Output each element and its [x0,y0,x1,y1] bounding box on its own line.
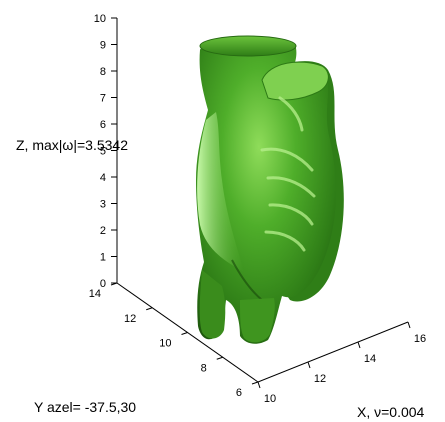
y-tick-mark [181,332,188,335]
x-tick-label: 10 [264,393,276,405]
x-tick-label: 12 [314,373,326,385]
x-tick-mark [307,361,311,369]
z-tick-label: 10 [94,13,106,25]
y-tick-label: 8 [201,362,207,374]
z-tick-label: 1 [100,252,106,264]
y-tick-mark [251,381,259,385]
y-tick-mark [216,356,223,360]
isosurface-ridges [260,96,316,252]
y-tick-label: 14 [89,288,101,300]
y-tick-label: 10 [159,338,171,350]
isosurface-crease [231,259,263,301]
z-tick-label: 2 [100,225,106,237]
isosurface-left-highlight [197,112,244,272]
z-tick-label: 3 [100,199,106,211]
z-tick-label: 9 [100,40,106,52]
x-axis-label: X, ν=0.004 [357,404,425,420]
z-axis-ticks: 0 1 2 3 4 5 6 7 8 9 10 [94,13,117,290]
y-tick-label: 6 [236,387,242,399]
y-axis-label: Y azel= -37.5,30 [34,399,136,415]
isosurface-top-opening [199,35,297,57]
x-tick-mark [407,321,411,329]
z-tick-label: 0 [100,278,106,290]
z-tick-label: 4 [100,172,106,184]
y-tick-mark [110,282,118,286]
z-tick-label: 7 [100,93,106,105]
z-tick-label: 8 [100,66,106,78]
y-axis-ticks: 6 8 10 12 14 [89,282,259,399]
x-tick-label: 14 [364,353,376,365]
y-tick-mark [146,307,153,311]
x-axis-ticks: 10 12 14 16 [257,321,426,405]
x-tick-mark [357,341,361,349]
isosurface-right-leg [240,298,275,343]
z-tick-label: 6 [100,119,106,131]
isosurface-top-flap [261,61,329,101]
x-axis-line [257,321,409,383]
x-tick-mark [257,381,261,389]
z-tick-label: 5 [100,146,106,158]
x-tick-label: 16 [414,333,426,345]
isosurface [196,35,344,344]
y-tick-label: 12 [124,313,136,325]
z-axis-label: Z, max|ω|=3.5342 [16,137,128,153]
isosurface-main-body [196,41,336,344]
isosurface-left-leg [199,270,226,339]
